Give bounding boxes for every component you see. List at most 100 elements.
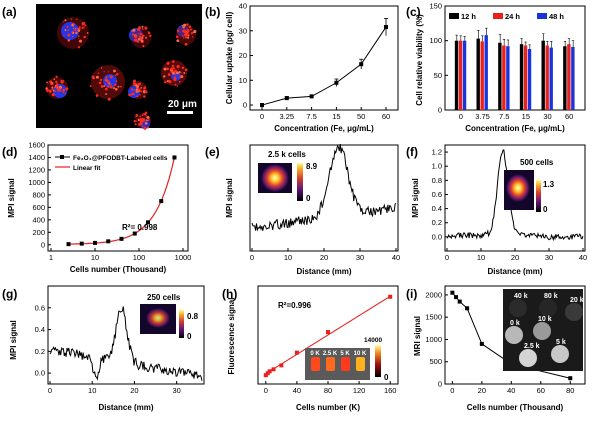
legend-c: 12 h 24 h 48 h bbox=[449, 12, 564, 21]
speckle bbox=[166, 61, 170, 65]
colorbar-max-f: 1.3 bbox=[543, 180, 555, 189]
y-axis-label-c: Cell relative viability (%) bbox=[415, 14, 424, 106]
x-axis-label-d: Cells number (Thousand) bbox=[70, 265, 167, 274]
data-point-b bbox=[284, 96, 289, 101]
data-point-d bbox=[66, 242, 71, 247]
x-tick-label-i: 20 bbox=[478, 386, 486, 395]
speckle bbox=[145, 116, 147, 119]
speckle bbox=[132, 28, 136, 32]
speckle bbox=[51, 88, 54, 91]
red-nanoparticle-speckle bbox=[45, 18, 197, 130]
vial bbox=[326, 357, 335, 371]
phantom-label: 10 k bbox=[538, 316, 552, 323]
phantom-tube bbox=[505, 326, 523, 344]
x-tick-label-b: 50 bbox=[357, 112, 365, 121]
axes-frame-c bbox=[444, 5, 586, 111]
vial-label: 10 K bbox=[354, 351, 367, 357]
data-point-h bbox=[271, 367, 276, 372]
speckle bbox=[59, 88, 62, 92]
panel-f: (f) 0.0 0.2 0.4 0.6 0.8 1.0 1.2 0 10 20 30 40 500 … bbox=[406, 144, 587, 276]
speckle bbox=[99, 78, 103, 82]
x-axis-label-f: Distance (mm) bbox=[487, 267, 542, 276]
speckle bbox=[182, 35, 184, 37]
data-point-i bbox=[465, 306, 470, 311]
data-point-h bbox=[267, 369, 272, 374]
speckle bbox=[191, 36, 194, 38]
speckle bbox=[142, 34, 145, 37]
x-tick-label-f: 10 bbox=[477, 253, 485, 262]
panel-label-b: (b) bbox=[205, 5, 220, 19]
speckle bbox=[108, 71, 110, 73]
speckle bbox=[171, 64, 175, 68]
r-squared-h: R²=0.996 bbox=[278, 301, 312, 310]
speckle bbox=[70, 18, 72, 20]
x-tick-label-b: 3.25 bbox=[279, 112, 294, 121]
speckle bbox=[67, 29, 70, 31]
colorbar-min-f: 0 bbox=[543, 205, 548, 214]
speckle bbox=[190, 28, 193, 31]
x-tick-label-c: 30 bbox=[543, 112, 551, 121]
speckle bbox=[81, 22, 85, 26]
speckle bbox=[176, 65, 180, 69]
speckle bbox=[173, 78, 177, 82]
x-tick-label-e: 0 bbox=[250, 253, 254, 262]
y-tick-label-i: 500 bbox=[429, 357, 442, 366]
bar-48h bbox=[571, 46, 575, 110]
data-point-h bbox=[388, 294, 393, 299]
speckle bbox=[139, 115, 142, 118]
panel-i: (i) 0 500 1000 1500 2000 0 20 40 60 80 40 k 80 k 2… bbox=[406, 285, 586, 412]
y-tick-label-d: 200 bbox=[32, 228, 45, 237]
speckle bbox=[72, 28, 74, 30]
y-axis-label-i: MRI signal bbox=[413, 316, 422, 356]
y-tick-label-f: 1.2 bbox=[432, 148, 442, 157]
speckle bbox=[110, 85, 113, 89]
data-point-b bbox=[384, 25, 388, 30]
y-ticks-c: 0 50 100 150 bbox=[429, 2, 448, 115]
speckle bbox=[138, 38, 141, 41]
legend-marker-d-0 bbox=[60, 155, 64, 159]
speckle bbox=[134, 90, 137, 92]
speckle bbox=[51, 93, 55, 97]
speckle bbox=[137, 27, 141, 31]
speckle bbox=[176, 71, 179, 75]
speckle bbox=[81, 26, 85, 30]
mpi-hotspot-g bbox=[146, 308, 170, 328]
x-axis-label-b: Concentration (Fe, μg/mL) bbox=[274, 124, 374, 133]
y-tick-label-f: 0.0 bbox=[432, 232, 442, 241]
y-tick-label-d: 600 bbox=[32, 203, 45, 212]
bar-12h bbox=[498, 42, 502, 110]
x-tick-label-f: 0 bbox=[445, 253, 449, 262]
colorbar-max-g: 0.8 bbox=[187, 312, 199, 321]
bar-12h bbox=[541, 40, 545, 110]
vial bbox=[311, 357, 320, 371]
x-tick-label-d: 100 bbox=[133, 253, 146, 262]
speckle bbox=[144, 122, 148, 125]
speckle bbox=[130, 88, 134, 91]
speckle bbox=[181, 66, 185, 70]
x-tick-label-c: 60 bbox=[565, 112, 573, 121]
speckle bbox=[133, 89, 135, 91]
axes-frame-g bbox=[47, 285, 205, 385]
panel-label-d: (d) bbox=[2, 145, 17, 159]
y-tick-label-b: 0 bbox=[243, 101, 247, 110]
data-series-e bbox=[251, 144, 397, 232]
speckle bbox=[140, 90, 143, 93]
speckle bbox=[62, 21, 64, 23]
speckle bbox=[74, 29, 77, 32]
speckle bbox=[135, 120, 137, 122]
phantom-label: 80 k bbox=[544, 293, 558, 300]
y-tick-label-g: 0.0 bbox=[35, 369, 45, 378]
speckle bbox=[119, 85, 122, 88]
x-ticks-g: 0 10 20 30 bbox=[48, 381, 181, 395]
speckle bbox=[77, 46, 81, 49]
speckle bbox=[73, 28, 76, 31]
speckle bbox=[176, 85, 178, 87]
y-axis-label-d: MPI signal bbox=[7, 178, 16, 218]
speckle bbox=[144, 36, 148, 40]
speckle bbox=[178, 71, 181, 74]
speckle bbox=[139, 89, 141, 91]
bar-12h bbox=[519, 44, 524, 111]
speckle bbox=[172, 72, 174, 74]
data-point-i bbox=[450, 290, 455, 295]
